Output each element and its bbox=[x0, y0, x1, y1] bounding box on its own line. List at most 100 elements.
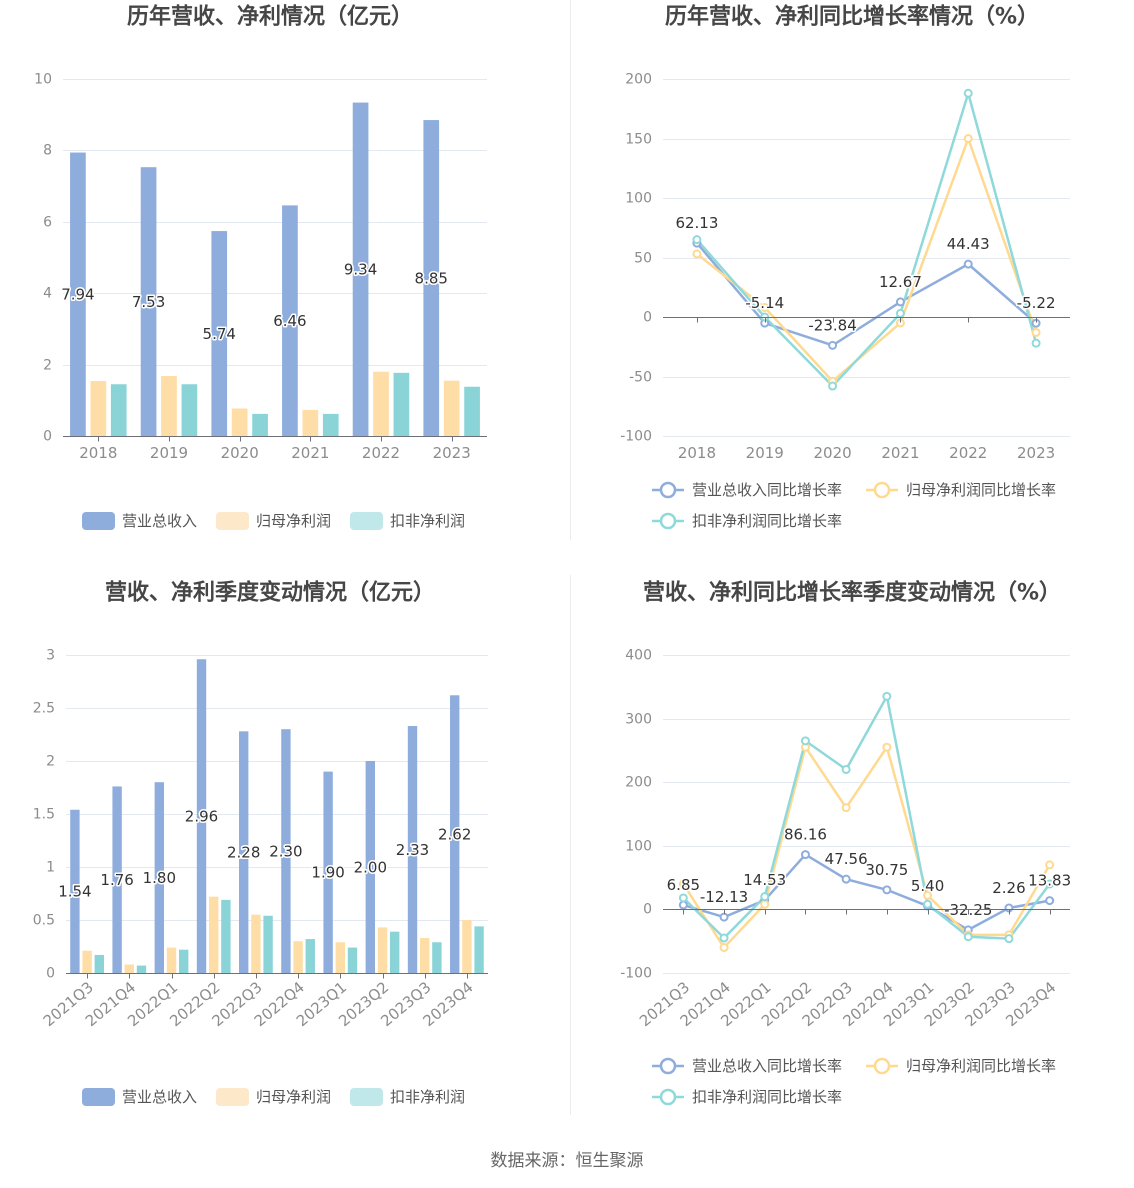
data-label-revenue-2019: 7.53 bbox=[132, 293, 165, 311]
legend-swatch bbox=[82, 1088, 115, 1106]
data-label-revenue-growth-2022q3: 47.56 bbox=[825, 850, 868, 868]
point-deducted-net-profit-growth-2021q4 bbox=[719, 933, 729, 943]
legend-item-deducted-net-profit-growth[interactable]: 扣非净利润同比增长率 bbox=[652, 1088, 842, 1106]
line-revenue-growth bbox=[682, 853, 1050, 932]
data-label-revenue-growth-2021q3: 6.85 bbox=[667, 876, 700, 894]
data-label-revenue-2023q1: 1.90 bbox=[311, 864, 344, 882]
point-deducted-net-profit-growth-2022q1 bbox=[760, 892, 770, 902]
bar-revenue-2022q3 bbox=[239, 731, 249, 973]
bar-net-profit-2020 bbox=[231, 408, 248, 436]
data-label-revenue-2023: 8.85 bbox=[415, 269, 448, 287]
y-tick-label: 2 bbox=[46, 754, 55, 770]
data-labels: 7.94 7.53 5.74 6.46 9.34 8.85 bbox=[60, 259, 450, 344]
point-net-profit-growth-2022q3 bbox=[841, 803, 851, 813]
y-tick-label: -50 bbox=[629, 370, 652, 386]
plot-marks bbox=[678, 691, 1055, 953]
point-revenue-growth-2021q3 bbox=[678, 900, 688, 910]
point-net-profit-growth-2023q1 bbox=[923, 890, 933, 900]
data-label-revenue-2021q4: 1.76 bbox=[100, 871, 133, 889]
y-tick-label: 150 bbox=[625, 132, 652, 148]
chart-quarterly-growth-rate: 营收、净利同比增长率季度变动情况（%） -100 0 100 200 300 400 202… bbox=[620, 580, 1072, 1107]
legend-label: 扣非净利润同比增长率 bbox=[692, 1088, 842, 1106]
data-label-revenue-growth-2023q3: 2.26 bbox=[992, 879, 1025, 897]
point-deducted-net-profit-growth-2022 bbox=[963, 88, 973, 98]
bar-revenue-2021q4 bbox=[112, 786, 122, 973]
point-revenue-growth-2020 bbox=[828, 340, 838, 350]
point-revenue-growth-2022q2 bbox=[800, 850, 810, 860]
legend-label: 扣非净利润 bbox=[390, 1088, 465, 1106]
legend-item-revenue[interactable]: 营业总收入 bbox=[82, 512, 197, 530]
x-tick-labels: 2021Q32021Q42022Q12022Q22022Q32022Q42023… bbox=[40, 978, 477, 1030]
data-label-revenue-growth-2023q1: 5.40 bbox=[911, 877, 944, 895]
x-tick-label-2021: 2021 bbox=[291, 444, 329, 462]
bar-deducted-net-profit-2021 bbox=[322, 413, 339, 436]
bar-deducted-net-profit-2020 bbox=[252, 413, 268, 436]
chart-annual-revenue-profit: 历年营收、净利情况（亿元） 0 2 4 6 8 10 2018 2019 2020 2021 202… bbox=[34, 4, 487, 530]
y-tick-label: 0 bbox=[43, 429, 52, 445]
point-revenue-growth-2022q4 bbox=[882, 885, 892, 895]
bar-net-profit-2023 bbox=[443, 380, 460, 436]
data-label-revenue-growth-2022q4: 30.75 bbox=[865, 861, 908, 879]
chart-annual-growth-rate: 历年营收、净利同比增长率情况（%） -100 -50 0 50 100 150 200 201… bbox=[620, 4, 1070, 530]
legend-item-revenue-growth[interactable]: 营业总收入同比增长率 bbox=[652, 481, 842, 499]
point-deducted-net-profit-growth-2023 bbox=[1031, 338, 1041, 348]
bar-revenue-2023q3 bbox=[407, 726, 418, 973]
point-deducted-net-profit-growth-2021 bbox=[895, 308, 905, 318]
point-revenue-growth-2023q4 bbox=[1045, 896, 1055, 906]
data-label-revenue-growth-2022: 44.43 bbox=[947, 235, 990, 253]
legend-marker-icon bbox=[659, 512, 677, 530]
y-tick-label: 50 bbox=[634, 251, 652, 267]
bar-deducted-net-profit-2022q1 bbox=[179, 949, 189, 973]
x-tick-label-2023: 2023 bbox=[433, 444, 471, 462]
legend-item-net-profit-growth[interactable]: 归母净利润同比增长率 bbox=[866, 1057, 1056, 1075]
bar-deducted-net-profit-2022q3 bbox=[263, 915, 273, 973]
point-net-profit-growth-2018 bbox=[692, 249, 702, 259]
legend-item-revenue-growth[interactable]: 营业总收入同比增长率 bbox=[652, 1057, 842, 1075]
legend-label: 扣非净利润 bbox=[390, 512, 465, 530]
bar-deducted-net-profit-2022q2 bbox=[221, 899, 231, 973]
point-deducted-net-profit-growth-2022q3 bbox=[841, 764, 851, 774]
legend-swatch bbox=[216, 1088, 249, 1106]
x-tick-label-2018: 2018 bbox=[79, 444, 117, 462]
bar-deducted-net-profit-2023q3 bbox=[432, 942, 442, 973]
x-axis bbox=[63, 436, 487, 442]
legend-marker-icon bbox=[659, 1088, 677, 1106]
point-net-profit-growth-2022q4 bbox=[882, 742, 892, 752]
legend-item-net-profit[interactable]: 归母净利润 bbox=[216, 512, 331, 530]
data-label-revenue-growth-2018: 62.13 bbox=[675, 214, 718, 232]
bar-net-profit-2022 bbox=[373, 371, 389, 436]
data-label-revenue-2022q2: 2.96 bbox=[185, 807, 218, 825]
bar-revenue-2018 bbox=[70, 152, 86, 437]
legend-item-net-profit-growth[interactable]: 归母净利润同比增长率 bbox=[866, 481, 1056, 499]
data-label-revenue-growth-2022q1: 14.53 bbox=[743, 871, 786, 889]
y-tick-label: 300 bbox=[625, 712, 652, 728]
legend-item-deducted-net-profit[interactable]: 扣非净利润 bbox=[350, 1088, 465, 1106]
point-net-profit-growth-2021q4 bbox=[719, 943, 729, 953]
legend-item-deducted-net-profit-growth[interactable]: 扣非净利润同比增长率 bbox=[652, 512, 842, 530]
x-tick-labels: 2018 2019 2020 2021 2022 2023 bbox=[79, 444, 471, 462]
data-label-revenue-2022q4: 2.30 bbox=[269, 842, 302, 860]
legend-item-revenue[interactable]: 营业总收入 bbox=[82, 1088, 197, 1106]
point-deducted-net-profit-growth-2018 bbox=[692, 235, 702, 245]
bar-deducted-net-profit-2018 bbox=[110, 384, 127, 436]
legend-marker-icon bbox=[659, 481, 677, 499]
data-label-revenue-2020: 5.74 bbox=[203, 325, 236, 343]
legend-item-deducted-net-profit[interactable]: 扣非净利润 bbox=[350, 512, 465, 530]
point-net-profit-growth-2022 bbox=[963, 134, 973, 143]
bar-revenue-2022q1 bbox=[154, 782, 164, 973]
y-tick-label: 200 bbox=[625, 72, 652, 88]
y-tick-label: 2.5 bbox=[33, 701, 55, 717]
bar-revenue-2023q4 bbox=[450, 695, 460, 973]
bar-revenue-2023q1 bbox=[323, 771, 333, 973]
x-tick-label-2023: 2023 bbox=[1017, 444, 1055, 462]
legend-item-net-profit[interactable]: 归母净利润 bbox=[216, 1088, 331, 1106]
line-net-profit-growth bbox=[682, 745, 1051, 949]
line-net-profit-growth bbox=[696, 137, 1038, 383]
x-tick-label-2020: 2020 bbox=[221, 444, 259, 462]
y-axis: 0 2 4 6 8 10 bbox=[34, 72, 487, 445]
legend-label: 归母净利润 bbox=[256, 1088, 331, 1106]
x-tick-label-2018: 2018 bbox=[678, 444, 716, 462]
y-tick-label: 200 bbox=[625, 775, 652, 791]
bar-net-profit-2022q3 bbox=[251, 914, 261, 973]
